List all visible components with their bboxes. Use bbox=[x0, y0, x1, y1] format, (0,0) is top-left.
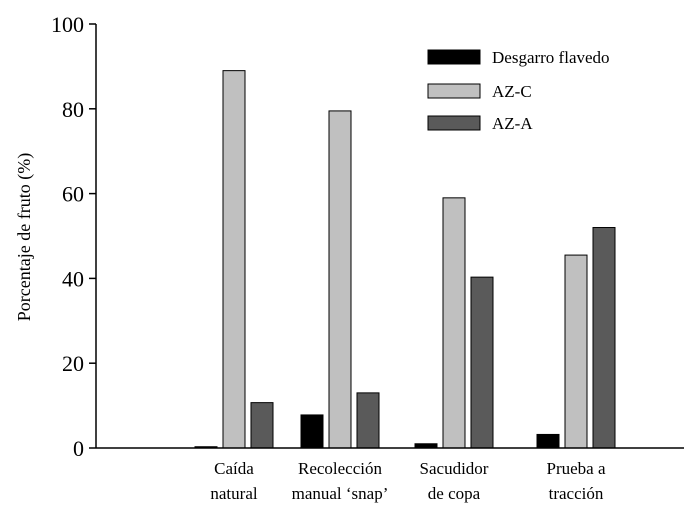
bar-az-a-2 bbox=[470, 276, 494, 449]
x-category-label: Prueba a bbox=[546, 459, 605, 478]
axes bbox=[95, 24, 684, 449]
bar-az-c-2 bbox=[442, 197, 466, 449]
y-tick-label: 80 bbox=[62, 97, 84, 122]
y-axis-ticks: 0 20 40 60 80 100 bbox=[51, 12, 96, 461]
x-category-label: Sacudidor bbox=[420, 459, 489, 478]
x-category-label: manual ‘snap’ bbox=[292, 484, 389, 503]
y-tick-label: 100 bbox=[51, 12, 84, 37]
legend-swatch bbox=[427, 115, 481, 131]
legend-label: AZ-A bbox=[492, 114, 533, 133]
bar-desgarro-flavedo-3 bbox=[536, 433, 560, 449]
x-category-label: natural bbox=[210, 484, 257, 503]
y-tick-label: 60 bbox=[62, 182, 84, 207]
y-tick-label: 0 bbox=[73, 436, 84, 461]
legend-swatch bbox=[427, 49, 481, 65]
legend-label: AZ-C bbox=[492, 82, 532, 101]
x-category-label: de copa bbox=[428, 484, 481, 503]
bar-az-a-1 bbox=[356, 392, 380, 449]
legend-swatch bbox=[427, 83, 481, 99]
bar-az-a-0 bbox=[250, 402, 274, 449]
category-labels: Caída natural Recolección manual ‘snap’ Sacu… bbox=[210, 459, 606, 503]
bar-az-a-3 bbox=[592, 227, 616, 449]
legend-label: Desgarro flavedo bbox=[492, 48, 610, 67]
bar-az-c-1 bbox=[328, 110, 352, 449]
x-category-label: Caída bbox=[214, 459, 254, 478]
bars bbox=[194, 70, 616, 449]
x-category-label: tracción bbox=[549, 484, 604, 503]
y-tick-label: 20 bbox=[62, 351, 84, 376]
bar-az-c-0 bbox=[222, 70, 246, 449]
bar-desgarro-flavedo-1 bbox=[300, 414, 324, 449]
y-tick-label: 40 bbox=[62, 266, 84, 291]
x-category-label: Recolección bbox=[298, 459, 383, 478]
y-axis-title: Porcentaje de fruto (%) bbox=[14, 153, 35, 321]
legend: Desgarro flavedo AZ-C AZ-A bbox=[427, 48, 610, 133]
bar-az-c-3 bbox=[564, 254, 588, 449]
